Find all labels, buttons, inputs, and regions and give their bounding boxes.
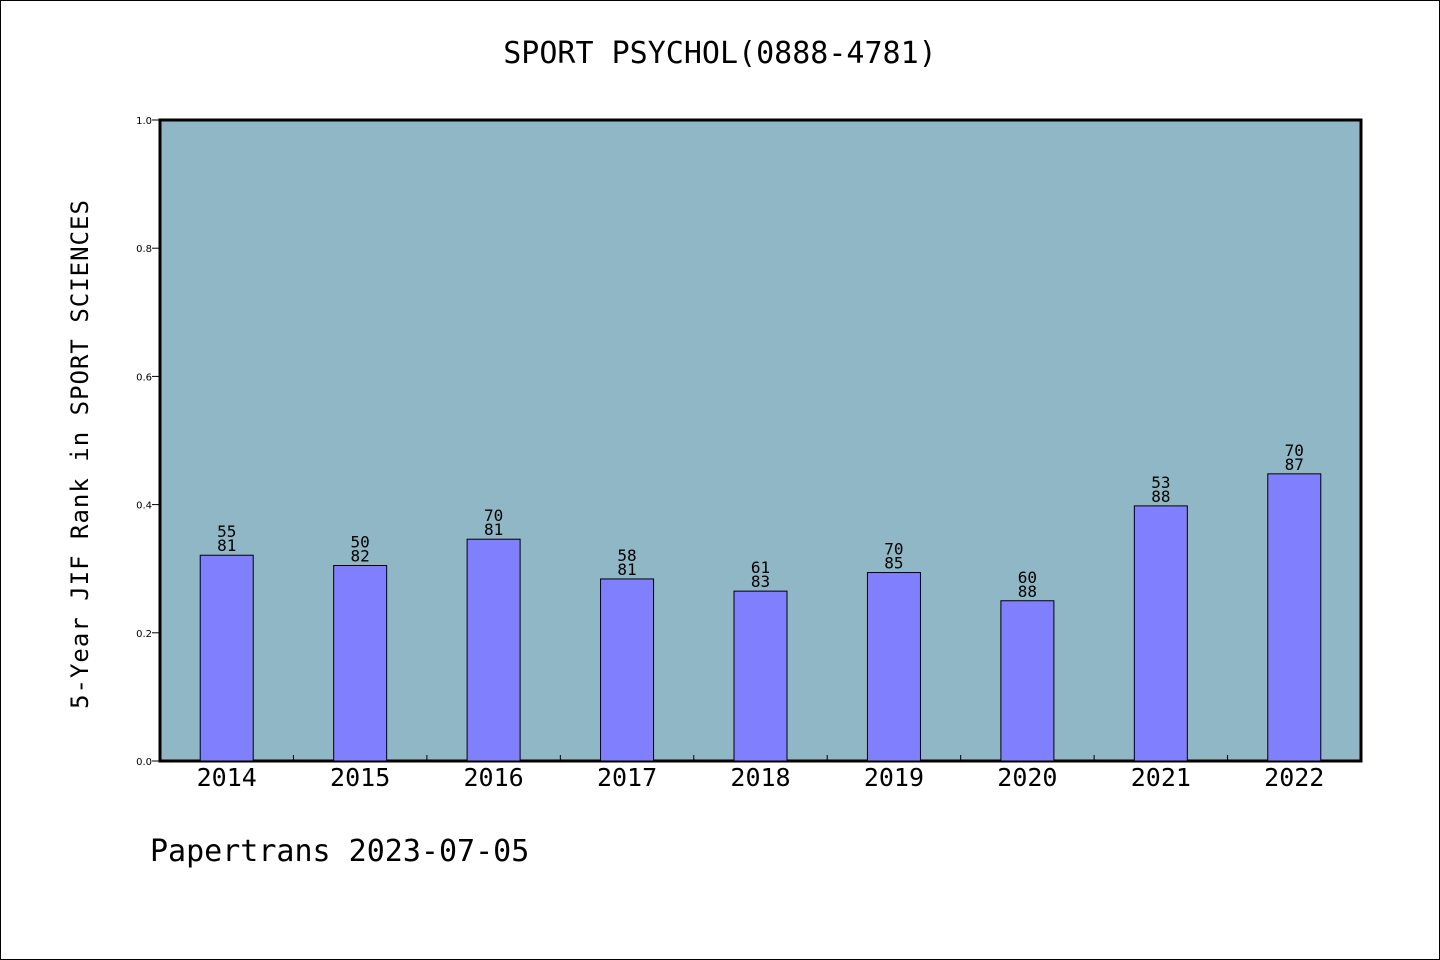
data-label-total: 88 (1018, 582, 1037, 601)
bar (1000, 600, 1055, 762)
data-label-rank: 50 (351, 532, 370, 551)
bar (1267, 473, 1322, 762)
bar (333, 564, 388, 762)
x-axis-ticks: 2014 2015 2016 2017 2018 2019 2020 2021 2022 (197, 755, 1324, 792)
footer-credit: Papertrans 2023-07-05 (150, 834, 530, 869)
y-tick-label: 0.0 (136, 757, 152, 768)
x-tick-label: 2014 (197, 763, 257, 792)
bar-series (199, 473, 1322, 762)
data-label-total: 87 (1285, 455, 1304, 474)
x-tick-label: 2021 (1131, 763, 1191, 792)
data-label-rank: 61 (751, 558, 770, 577)
data-label-rank: 53 (1151, 473, 1170, 492)
y-tick-label: 0.8 (136, 244, 152, 255)
bar (466, 538, 521, 762)
x-tick-label: 2022 (1264, 763, 1324, 792)
data-label-total: 81 (217, 536, 236, 555)
y-tick-label: 1.0 (136, 116, 152, 127)
data-label-rank: 60 (1018, 568, 1037, 587)
x-tick-label: 2017 (597, 763, 657, 792)
data-label-rank: 70 (884, 540, 903, 559)
bar (866, 572, 921, 762)
x-tick-label: 2015 (330, 763, 390, 792)
data-label-total: 88 (1151, 487, 1170, 506)
data-label-total: 81 (484, 520, 503, 539)
bar (1133, 505, 1188, 762)
x-tick-label: 2018 (730, 763, 790, 792)
data-label-rank: 70 (1285, 441, 1304, 460)
data-label-total: 85 (884, 554, 903, 573)
y-tick-label: 0.6 (136, 372, 152, 383)
data-label-rank: 58 (617, 546, 636, 565)
x-tick-label: 2020 (997, 763, 1057, 792)
y-tick-label: 0.4 (136, 501, 152, 512)
y-tick-label: 0.2 (136, 629, 152, 640)
data-label-total: 83 (751, 572, 770, 591)
bar (199, 554, 254, 762)
data-label-rank: 70 (484, 506, 503, 525)
data-label-rank: 55 (217, 522, 236, 541)
bar (600, 578, 655, 762)
data-label-total: 81 (617, 560, 636, 579)
y-axis-ticks: 0.0 0.2 0.4 0.6 0.8 1.0 (136, 116, 160, 768)
x-tick-label: 2019 (864, 763, 924, 792)
x-tick-label: 2016 (464, 763, 524, 792)
chart-title: SPORT PSYCHOL(0888-4781) (503, 36, 937, 71)
bar (733, 590, 788, 762)
data-label-total: 82 (351, 546, 370, 565)
y-axis-label: 5-Year JIF Rank in SPORT SCIENCES (66, 199, 94, 709)
